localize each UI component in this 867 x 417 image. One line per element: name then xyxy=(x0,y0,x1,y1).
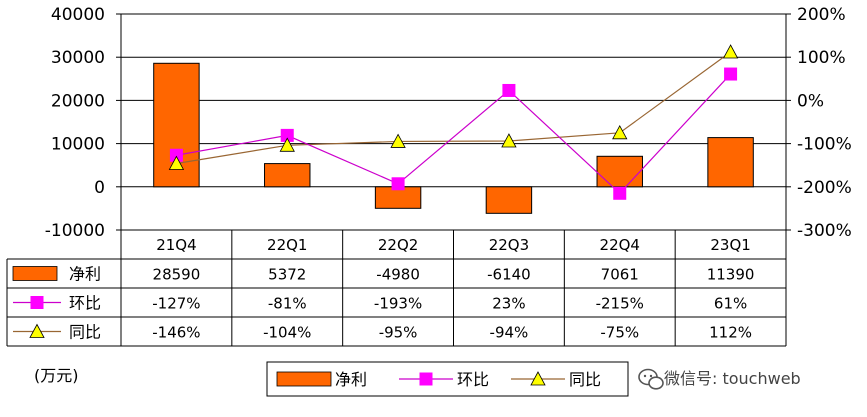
category-label: 22Q2 xyxy=(378,236,418,254)
point-yoy xyxy=(722,44,739,59)
table-row: 环比 -127% -81% -193% 23% -215% 61% xyxy=(13,294,747,313)
data-label: 23% xyxy=(492,295,525,313)
point-mom xyxy=(724,67,738,81)
wechat-icon xyxy=(638,368,664,390)
data-label: 5372 xyxy=(268,266,306,284)
watermark-text: 微信号: touchweb xyxy=(664,369,801,388)
legend-label: 环比 xyxy=(457,370,489,389)
point-mom xyxy=(613,186,627,200)
data-label: -104% xyxy=(263,324,311,342)
watermark: 微信号: touchweb xyxy=(638,368,801,390)
point-yoy xyxy=(501,133,517,148)
y-right-tick-label: 100% xyxy=(797,48,846,68)
legend-item: 同比 xyxy=(511,370,601,389)
y-left-tick-label: 30000 xyxy=(51,48,105,68)
legend-label: 净利 xyxy=(335,370,367,389)
data-label: -127% xyxy=(152,295,200,313)
row-label: 环比 xyxy=(69,294,101,313)
axis-right: 200% 100% 0% -100% -200% -300% xyxy=(786,5,852,241)
y-right-tick-label: -300% xyxy=(797,221,852,241)
point-yoy xyxy=(612,124,628,140)
data-label: 28590 xyxy=(153,266,201,284)
y-left-tick-label: 20000 xyxy=(51,91,105,111)
data-label: -146% xyxy=(152,324,200,342)
data-label: -94% xyxy=(490,324,529,342)
data-label: -215% xyxy=(596,295,644,313)
bars-layer xyxy=(153,62,754,214)
axis-left: 40000 30000 20000 10000 0 -10000 xyxy=(45,5,121,241)
data-label: 112% xyxy=(709,324,752,342)
point-mom xyxy=(502,83,516,97)
data-label: -75% xyxy=(600,324,639,342)
category-label: 22Q4 xyxy=(600,236,640,254)
data-table: 21Q4 22Q1 22Q2 22Q3 22Q4 23Q1 净利 28590 5372 -4980… xyxy=(6,229,787,347)
lines-layer xyxy=(168,44,739,200)
data-label: -6140 xyxy=(487,266,531,284)
point-yoy xyxy=(390,133,406,148)
category-label: 22Q3 xyxy=(489,236,529,254)
data-label: 11390 xyxy=(707,266,755,284)
category-label: 22Q1 xyxy=(267,236,307,254)
bar-net-profit xyxy=(596,155,643,188)
y-right-tick-label: -100% xyxy=(797,135,852,155)
legend-key-marker xyxy=(30,296,44,309)
legend-key-marker xyxy=(530,371,546,386)
point-mom xyxy=(391,177,405,191)
row-label: 同比 xyxy=(69,323,101,342)
point-yoy xyxy=(168,155,185,170)
category-label: 21Q4 xyxy=(156,236,196,254)
data-label: 61% xyxy=(714,295,747,313)
data-label: -4980 xyxy=(376,266,420,284)
y-left-tick-label: 10000 xyxy=(51,135,105,155)
data-label: 7061 xyxy=(601,266,639,284)
legend: 净利 环比 同比 xyxy=(266,361,629,397)
y-left-tick-label: 40000 xyxy=(51,5,105,25)
data-label: -193% xyxy=(374,295,422,313)
table-row: 净利 28590 5372 -4980 -6140 7061 11390 xyxy=(12,265,755,284)
y-right-tick-label: -200% xyxy=(797,178,852,198)
unit-label: (万元) xyxy=(34,366,79,385)
legend-item: 净利 xyxy=(276,370,367,389)
line-yoy xyxy=(176,51,731,165)
legend-label: 同比 xyxy=(569,370,601,389)
row-label: 净利 xyxy=(69,265,101,284)
bar-net-profit xyxy=(264,163,311,188)
y-left-tick-label: 0 xyxy=(94,178,105,198)
legend-key-bar xyxy=(276,371,332,387)
y-right-tick-label: 0% xyxy=(797,91,824,111)
y-right-tick-label: 200% xyxy=(797,5,846,25)
legend-key-marker xyxy=(29,323,45,338)
data-label: -81% xyxy=(268,295,307,313)
legend-key-bar xyxy=(12,266,58,281)
bar-net-profit xyxy=(485,186,533,214)
y-left-tick-label: -10000 xyxy=(45,221,105,241)
bar-net-profit xyxy=(707,137,754,188)
legend-key-marker xyxy=(419,372,433,386)
line-mom xyxy=(176,73,732,195)
data-label: -95% xyxy=(379,324,418,342)
point-yoy xyxy=(279,137,295,152)
table-row: 同比 -146% -104% -95% -94% -75% 112% xyxy=(13,323,752,342)
legend-item: 环比 xyxy=(399,370,489,389)
category-label: 23Q1 xyxy=(710,236,750,254)
